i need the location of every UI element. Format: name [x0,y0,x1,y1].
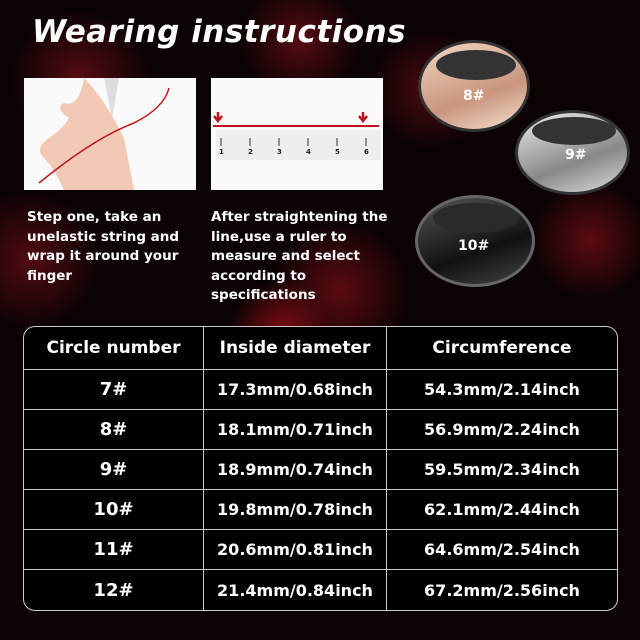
cell-diameter: 17.3mm/0.68inch [204,370,387,410]
size-table: Circle number Inside diameter Circumfere… [23,326,618,611]
table-header-row: Circle number Inside diameter Circumfere… [24,327,617,370]
ruler-tick: 3 [277,148,282,156]
ruler-tick: 2 [248,148,253,156]
cell-size: 7# [24,370,204,410]
ruler-tick: 6 [364,148,369,156]
ruler-tick: 5 [335,148,340,156]
ring-inner [532,117,616,145]
ruler-tick: 4 [306,148,311,156]
ring-inner [433,203,519,233]
finger-string-illustration [24,78,196,190]
cell-size: 10# [24,490,204,530]
table-row: 7# 17.3mm/0.68inch 54.3mm/2.14inch [24,370,617,410]
table-row: 8# 18.1mm/0.71inch 56.9mm/2.24inch [24,410,617,450]
cell-circumference: 59.5mm/2.34inch [387,450,617,490]
header-inside-diameter: Inside diameter [204,327,387,370]
cell-diameter: 18.9mm/0.74inch [204,450,387,490]
ring-inner [436,50,516,80]
cell-circumference: 56.9mm/2.24inch [387,410,617,450]
cell-diameter: 21.4mm/0.84inch [204,570,387,610]
table-row: 12# 21.4mm/0.84inch 67.2mm/2.56inch [24,570,617,610]
step-one-caption: Step one, take an unelastic string and w… [27,209,180,284]
ring-rose-gold [418,40,530,132]
page-title: Wearing instructions [32,14,407,50]
cell-size: 11# [24,530,204,570]
cell-circumference: 54.3mm/2.14inch [387,370,617,410]
ruler-illustration: 1 2 3 4 5 6 [211,78,383,190]
cell-circumference: 62.1mm/2.44inch [387,490,617,530]
step-two-caption: After straightening the line,use a ruler… [211,209,388,303]
cell-circumference: 67.2mm/2.56inch [424,580,580,600]
cell-size: 8# [24,410,204,450]
table-row: 11# 20.6mm/0.81inch 64.6mm/2.54inch [24,530,617,570]
cell-size: 9# [24,450,204,490]
ring-size-label: 9# [565,147,587,163]
table-row: 9# 18.9mm/0.74inch 59.5mm/2.34inch [24,450,617,490]
cell-diameter: 19.8mm/0.78inch [204,490,387,530]
ruler-tick: 1 [219,148,224,156]
ring-size-label: 10# [458,238,490,254]
cell-size: 12# [24,570,204,610]
cell-diameter: 18.1mm/0.71inch [204,410,387,450]
cell-circumference: 64.6mm/2.54inch [387,530,617,570]
table-row: 10# 19.8mm/0.78inch 62.1mm/2.44inch [24,490,617,530]
header-circle-number: Circle number [24,327,204,370]
header-circumference: Circumference [387,327,617,370]
cell-diameter: 20.6mm/0.81inch [204,530,387,570]
ring-size-label: 8# [463,88,485,104]
